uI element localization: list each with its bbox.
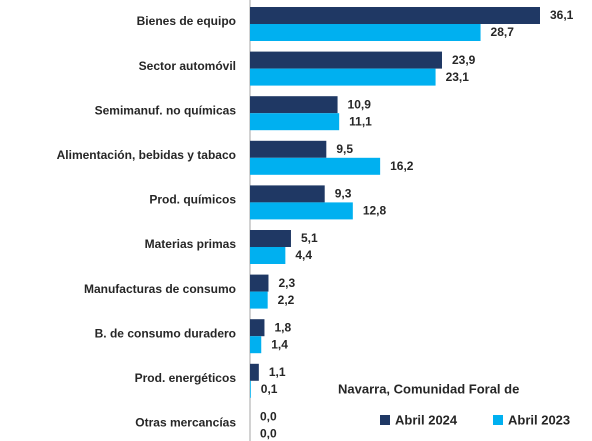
value-label: 16,2 — [390, 159, 414, 173]
bar — [250, 336, 262, 354]
bar — [250, 51, 442, 69]
bar — [250, 68, 436, 86]
value-label: 0,0 — [260, 410, 277, 424]
category-label: Prod. químicos — [149, 193, 236, 207]
bar — [250, 247, 286, 264]
bar — [250, 274, 269, 292]
value-label: 9,3 — [335, 187, 352, 201]
legend-label: Abril 2023 — [508, 412, 570, 427]
value-label: 1,8 — [274, 320, 291, 334]
value-label: 11,1 — [349, 114, 372, 128]
value-label: 0,1 — [261, 382, 278, 396]
value-label: 9,5 — [336, 142, 353, 156]
legend-swatch — [380, 415, 390, 425]
category-label: Otras mercancías — [135, 416, 236, 430]
legend-label: Abril 2024 — [395, 412, 458, 427]
category-label: Prod. energéticos — [135, 371, 237, 385]
bar — [250, 185, 325, 203]
category-label: Sector automóvil — [139, 59, 236, 73]
bar — [250, 96, 338, 114]
bar — [250, 157, 381, 175]
value-label: 0,0 — [260, 427, 277, 441]
bar — [250, 202, 353, 220]
bar — [250, 363, 259, 381]
value-label: 2,2 — [278, 293, 295, 307]
bar — [250, 24, 481, 41]
bar — [250, 140, 327, 158]
bar — [250, 319, 265, 337]
bar — [250, 7, 540, 24]
category-label: Bienes de equipo — [137, 14, 236, 28]
value-label: 36,1 — [550, 8, 574, 22]
category-label: B. de consumo duradero — [95, 326, 236, 340]
bar — [250, 230, 291, 247]
value-label: 4,4 — [295, 248, 312, 262]
bar — [250, 380, 251, 398]
value-label: 23,9 — [452, 53, 476, 67]
value-label: 10,9 — [348, 97, 372, 111]
bar — [250, 113, 340, 131]
category-label: Manufacturas de consumo — [84, 282, 236, 296]
value-label: 28,7 — [491, 25, 515, 39]
value-label: 12,8 — [363, 204, 387, 218]
value-label: 1,1 — [269, 365, 286, 379]
category-label: Alimentación, bebidas y tabaco — [57, 148, 236, 162]
value-label: 23,1 — [446, 70, 470, 84]
category-label: Materias primas — [145, 237, 237, 251]
bar — [250, 291, 268, 309]
value-label: 1,4 — [271, 337, 288, 351]
value-label: 5,1 — [301, 231, 318, 245]
annotation: Navarra, Comunidad Foral de — [338, 381, 519, 396]
category-label: Semimanuf. no químicas — [95, 103, 237, 117]
value-label: 2,3 — [278, 276, 295, 290]
legend-swatch — [493, 415, 503, 425]
